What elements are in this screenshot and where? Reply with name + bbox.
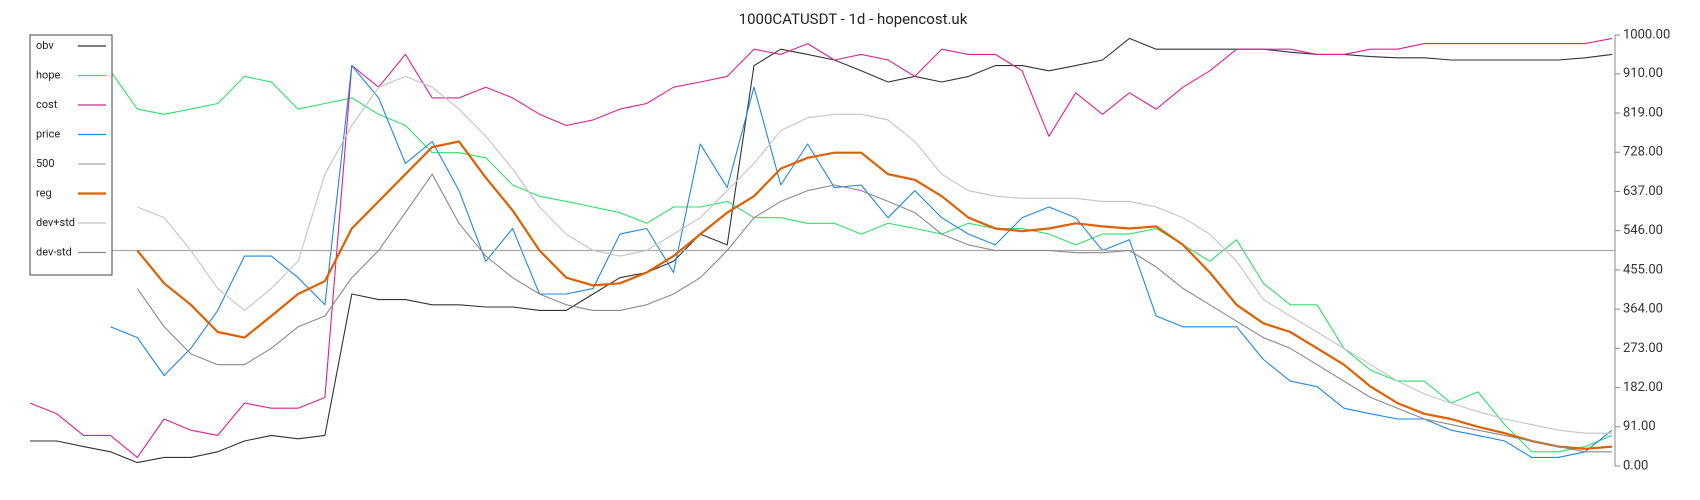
series-line (110, 65, 1613, 458)
y-tick-label: 273.00 (1623, 341, 1663, 356)
y-tick-label: 819.00 (1623, 105, 1663, 120)
legend-label: obv (36, 39, 54, 52)
legend-label: reg (36, 186, 52, 199)
y-tick-label: 0.00 (1623, 458, 1648, 473)
series-line (30, 37, 1613, 464)
y-tick-label: 546.00 (1623, 223, 1663, 238)
y-tick-label: 455.00 (1623, 262, 1663, 277)
series-line (136, 140, 1613, 450)
series-line (136, 173, 1612, 453)
series-line (29, 37, 1613, 458)
legend-label: cost (36, 98, 58, 111)
y-tick-label: 728.00 (1623, 145, 1663, 160)
legend-label: 500 (36, 157, 55, 170)
legend-label: price (36, 127, 60, 140)
y-tick-label: 182.00 (1623, 380, 1663, 395)
y-tick-label: 364.00 (1623, 302, 1663, 317)
legend-label: dev-std (36, 245, 72, 258)
chart-title: 1000CATUSDT - 1d - hopencost.uk (739, 10, 968, 28)
y-tick-label: 91.00 (1623, 419, 1656, 434)
legend-label: dev+std (36, 216, 75, 229)
series-line (109, 70, 1613, 453)
series-line (137, 75, 1612, 434)
y-tick-label: 1000.00 (1623, 27, 1670, 42)
y-tick-label: 910.00 (1623, 66, 1663, 81)
y-tick-label: 637.00 (1623, 184, 1663, 199)
legend-label: hope (36, 68, 61, 81)
